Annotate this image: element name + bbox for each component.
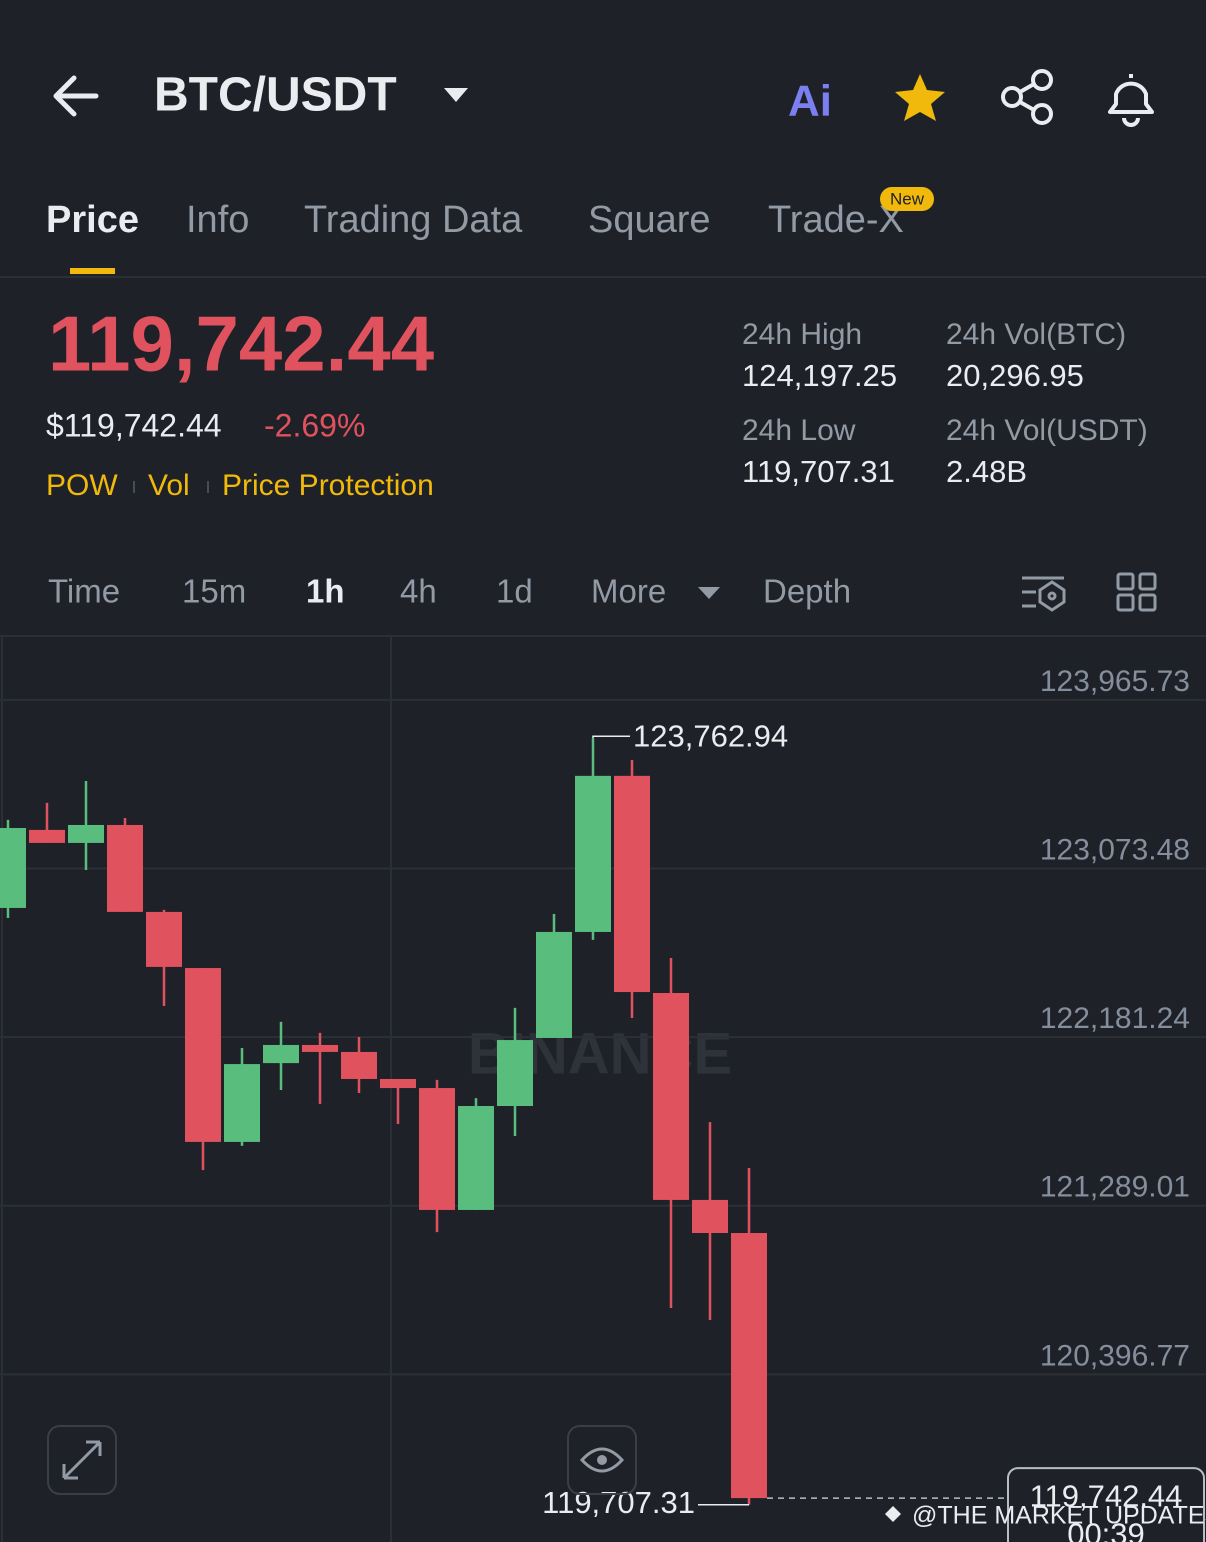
candle-body (458, 1106, 494, 1210)
candle-body (263, 1044, 299, 1064)
candle-body (614, 775, 650, 993)
stat-label: 24h Vol(BTC) (946, 318, 1126, 351)
visibility-button[interactable] (567, 1425, 637, 1495)
candle-body (692, 1199, 728, 1234)
interval[interactable]: 1d (496, 573, 533, 610)
stat-value: 20,296.95 (946, 358, 1084, 393)
candle-body (419, 1088, 455, 1210)
tab-indicator (70, 268, 115, 274)
candle-body (575, 775, 611, 932)
fullscreen-button[interactable] (47, 1425, 117, 1495)
last-price-label: 119,742.44 (1030, 1478, 1183, 1513)
candle-body (536, 931, 572, 1038)
tag-separator (133, 481, 135, 493)
candle-body (653, 992, 689, 1200)
credit-logo (885, 1506, 901, 1522)
candle-body (224, 1064, 260, 1142)
stat-value: 2.48B (946, 454, 1027, 489)
tab[interactable]: Info (186, 199, 249, 241)
countdown: 00:39 (1067, 1516, 1145, 1542)
usd-price: $119,742.44 (46, 407, 222, 443)
y-tick-label: 123,965.73 (1040, 665, 1190, 698)
favorite-star[interactable] (895, 74, 945, 121)
low-label: 119,707.31 (542, 1485, 695, 1520)
interval[interactable]: 1h (306, 573, 345, 610)
alert-bell[interactable] (1108, 74, 1154, 127)
pair-dropdown[interactable] (444, 88, 468, 102)
interval[interactable]: 4h (400, 573, 437, 610)
candle-body (107, 824, 143, 912)
interval[interactable]: More (591, 573, 666, 610)
fullscreen-icon (62, 1440, 102, 1480)
eye-icon (579, 1447, 625, 1473)
y-tick-label: 120,396.77 (1040, 1339, 1190, 1372)
y-tick-label: 122,181.24 (1040, 1002, 1190, 1035)
candle-body (0, 828, 26, 908)
indicator-settings[interactable] (1022, 576, 1066, 612)
candle-body (29, 829, 65, 843)
eye-pupil (597, 1455, 607, 1465)
new-badge (880, 187, 934, 211)
candle-body (341, 1051, 377, 1079)
back-button[interactable] (53, 75, 99, 117)
tab[interactable]: Trade-X (768, 199, 904, 241)
candle-body (497, 1040, 533, 1107)
stat-value: 124,197.25 (742, 358, 897, 393)
tag-separator (207, 481, 209, 493)
y-tick-label: 123,073.48 (1040, 833, 1190, 866)
high-label: 123,762.94 (633, 718, 788, 753)
stat-value: 119,707.31 (742, 454, 895, 489)
candle-body (302, 1044, 338, 1052)
new-badge-text: New (890, 189, 925, 208)
tab[interactable]: Price (46, 199, 139, 241)
layout-grid[interactable] (1116, 572, 1157, 612)
candle-body (731, 1233, 767, 1499)
stat-label: 24h Low (742, 414, 856, 447)
candle-body (146, 911, 182, 967)
candle-body (380, 1078, 416, 1089)
interval[interactable]: 15m (182, 573, 246, 610)
stat-label: 24h Vol(USDT) (946, 414, 1148, 447)
tag[interactable]: Vol (148, 469, 190, 502)
last-price-box (1007, 1467, 1205, 1542)
tab[interactable]: Square (588, 199, 711, 241)
stat-label: 24h High (742, 318, 862, 351)
tag[interactable]: POW (46, 469, 118, 502)
y-tick-label: 121,289.01 (1040, 1171, 1190, 1204)
price-change: -2.69% (264, 407, 365, 443)
pair-title[interactable]: BTC/USDT (154, 69, 397, 122)
interval[interactable]: Depth (763, 573, 851, 610)
last-price: 119,742.44 (48, 300, 434, 388)
high-marker (592, 735, 630, 739)
candle-body (185, 968, 221, 1142)
credit: @THE MARKET UPDATES (912, 1502, 1206, 1530)
ai-button[interactable]: Ai (788, 77, 832, 126)
tag[interactable]: Price Protection (222, 469, 434, 502)
interval[interactable]: Time (48, 573, 120, 610)
tab[interactable]: Trading Data (304, 199, 523, 241)
candle-body (68, 824, 104, 843)
more-dropdown[interactable] (698, 587, 720, 599)
share-button[interactable] (1001, 69, 1053, 125)
